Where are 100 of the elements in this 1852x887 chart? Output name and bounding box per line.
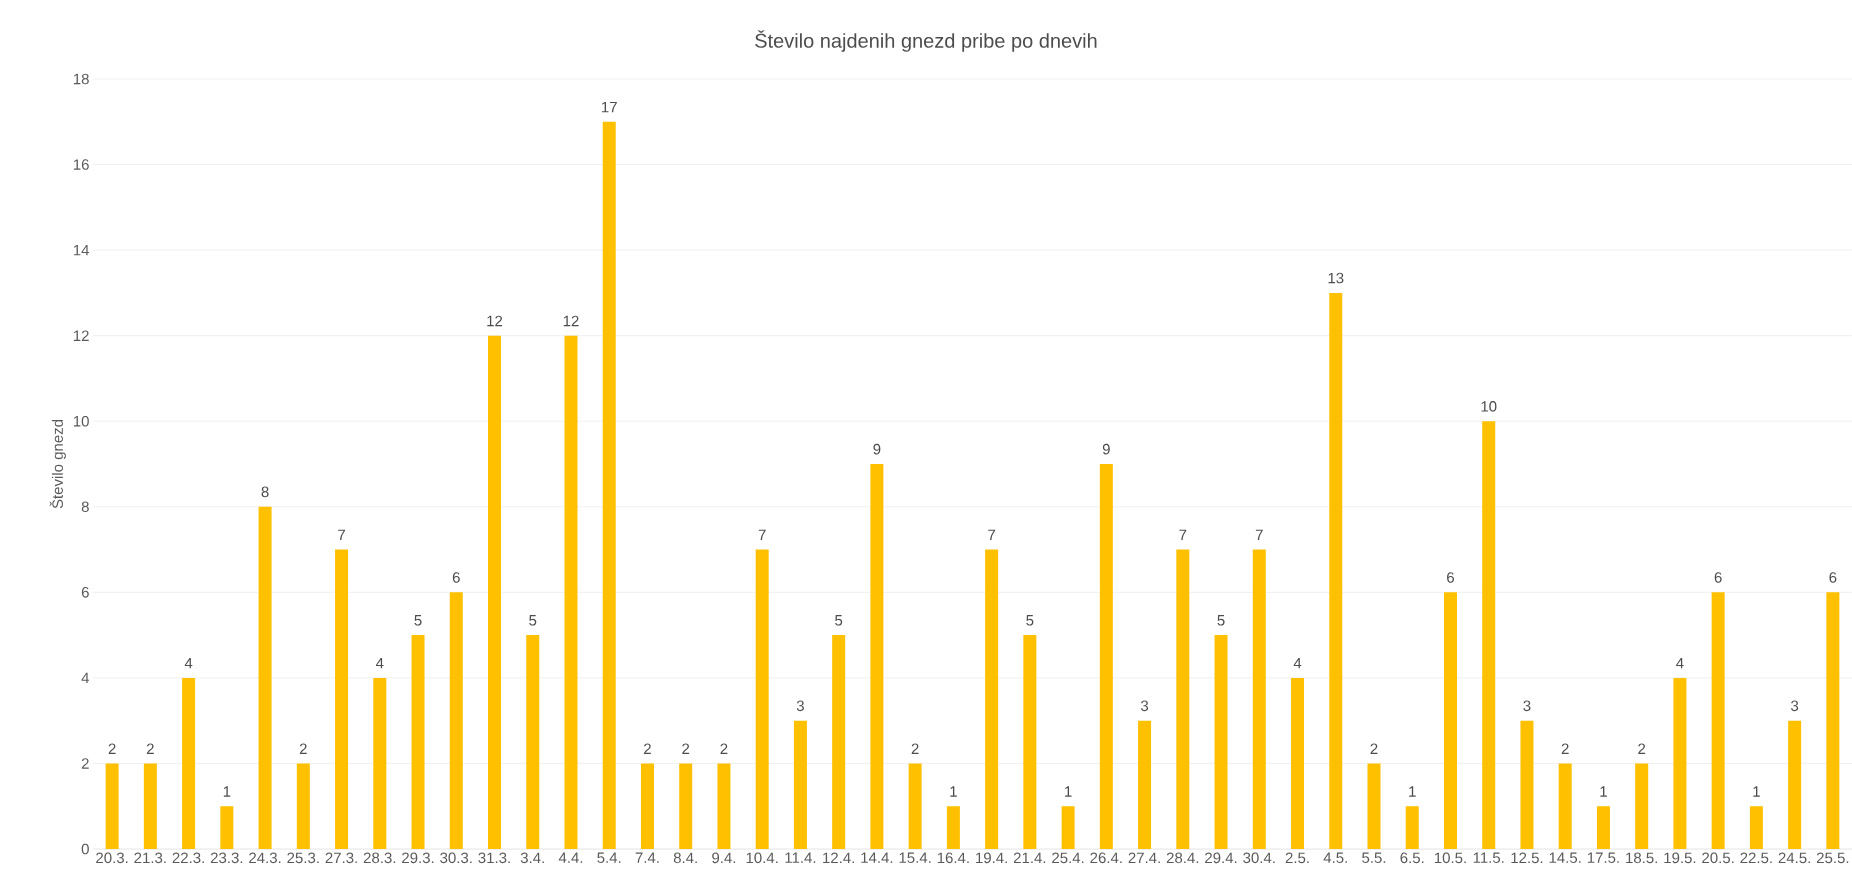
- x-tick-label: 3.4.: [520, 852, 544, 864]
- data-label: 1: [950, 786, 957, 797]
- data-label: 10: [1481, 401, 1497, 412]
- x-tick-label: 20.3.: [96, 852, 128, 864]
- y-tick-label: 0: [81, 843, 89, 855]
- data-label: 3: [796, 700, 804, 712]
- x-tick-label: 29.4.: [1205, 852, 1237, 864]
- data-label: 2: [146, 743, 154, 754]
- data-label: 9: [1102, 443, 1110, 455]
- y-tick-label: 14: [73, 244, 90, 256]
- bar: [411, 635, 425, 849]
- bar: [985, 549, 999, 849]
- data-label: 6: [1829, 572, 1837, 583]
- x-tick-label: 9.4.: [712, 852, 736, 864]
- bar: [602, 121, 616, 849]
- data-label: 4: [1293, 658, 1302, 669]
- data-label: 7: [338, 529, 345, 541]
- y-tick-label: 2: [81, 758, 89, 769]
- bar: [1252, 549, 1266, 849]
- bar: [449, 592, 463, 849]
- data-label: 8: [261, 486, 269, 498]
- x-tick-label: 5.4.: [597, 852, 621, 863]
- x-tick-label: 10.4.: [746, 852, 778, 864]
- chart-title: Število najdenih gnezd pribe po dnevih: [755, 30, 1097, 52]
- bar: [1711, 592, 1725, 849]
- x-tick-label: 4.4.: [558, 852, 583, 863]
- data-label: 6: [1447, 572, 1454, 583]
- x-tick-label: 18.5.: [1626, 852, 1657, 864]
- bar: [182, 677, 196, 849]
- bar: [1826, 592, 1840, 849]
- x-tick-label: 2.5.: [1285, 852, 1309, 864]
- x-tick-label: 20.5.: [1702, 852, 1734, 864]
- x-tick-label: 21.3.: [134, 852, 166, 864]
- x-tick-label: 5.5.: [1362, 852, 1386, 863]
- data-label: 1: [1753, 786, 1760, 797]
- x-tick-label: 11.4.: [785, 852, 816, 863]
- x-tick-label: 12.4.: [823, 852, 854, 864]
- x-tick-label: 28.4.: [1166, 852, 1199, 864]
- data-label: 12: [487, 315, 503, 327]
- data-label: 5: [1217, 615, 1225, 626]
- bar: [220, 806, 234, 849]
- x-tick-label: 25.5.: [1816, 852, 1849, 864]
- bar: [1443, 592, 1457, 849]
- x-tick-label: 21.4.: [1013, 852, 1046, 864]
- bar: [373, 677, 387, 849]
- data-label: 2: [682, 743, 690, 754]
- bar: [1482, 421, 1496, 849]
- bar: [1788, 720, 1802, 849]
- x-tick-label: 11.5.: [1473, 852, 1504, 863]
- data-label: 7: [1179, 529, 1187, 541]
- bar: [488, 335, 502, 849]
- x-tick-label: 30.3.: [440, 852, 472, 864]
- bar: [1061, 806, 1075, 849]
- data-label: 2: [911, 743, 919, 754]
- bar: [564, 335, 578, 849]
- bar: [1214, 635, 1228, 849]
- data-label: 2: [1370, 743, 1378, 754]
- bar: [1329, 292, 1343, 849]
- data-label: 3: [1791, 700, 1799, 712]
- x-tick-label: 10.5.: [1434, 852, 1466, 864]
- bar: [908, 763, 922, 849]
- data-label: 2: [299, 743, 307, 754]
- data-label: 1: [1409, 786, 1416, 797]
- x-tick-label: 25.3.: [287, 852, 319, 864]
- data-label: 5: [1026, 615, 1034, 626]
- data-label: 7: [988, 529, 996, 541]
- x-tick-label: 22.5.: [1740, 852, 1772, 864]
- data-label: 4: [375, 658, 384, 669]
- data-label: 13: [1328, 272, 1344, 284]
- bar: [679, 763, 693, 849]
- bar: [143, 763, 157, 849]
- y-tick-label: 10: [73, 415, 89, 427]
- bar: [1023, 635, 1037, 849]
- x-tick-label: 12.5.: [1511, 852, 1543, 864]
- x-tick-label: 7.4.: [635, 852, 659, 863]
- x-tick-label: 26.4.: [1090, 852, 1122, 864]
- bar: [640, 763, 654, 849]
- bar: [1138, 720, 1152, 849]
- x-tick-label: 6.5.: [1400, 852, 1424, 864]
- data-label: 2: [108, 743, 116, 754]
- y-tick-label: 4: [81, 672, 90, 684]
- x-tick-label: 30.4.: [1243, 852, 1275, 864]
- x-tick-label: 16.4.: [937, 852, 969, 864]
- bar: [832, 635, 846, 849]
- bar: [1558, 763, 1572, 849]
- y-tick-label: 16: [73, 159, 89, 170]
- data-label: 5: [414, 615, 422, 626]
- bar: [870, 464, 884, 849]
- data-label: 7: [1255, 529, 1263, 541]
- x-tick-label: 29.3.: [402, 852, 434, 864]
- data-label: 9: [873, 443, 881, 455]
- x-tick-label: 24.5.: [1778, 852, 1810, 864]
- data-label: 5: [835, 615, 843, 626]
- y-tick-label: 12: [73, 330, 89, 341]
- bar: [1099, 464, 1113, 849]
- x-tick-label: 14.4.: [861, 852, 893, 863]
- x-tick-label: 8.4.: [673, 852, 697, 864]
- bar: [526, 635, 540, 849]
- data-label: 7: [758, 529, 766, 541]
- x-tick-label: 14.5.: [1549, 852, 1581, 863]
